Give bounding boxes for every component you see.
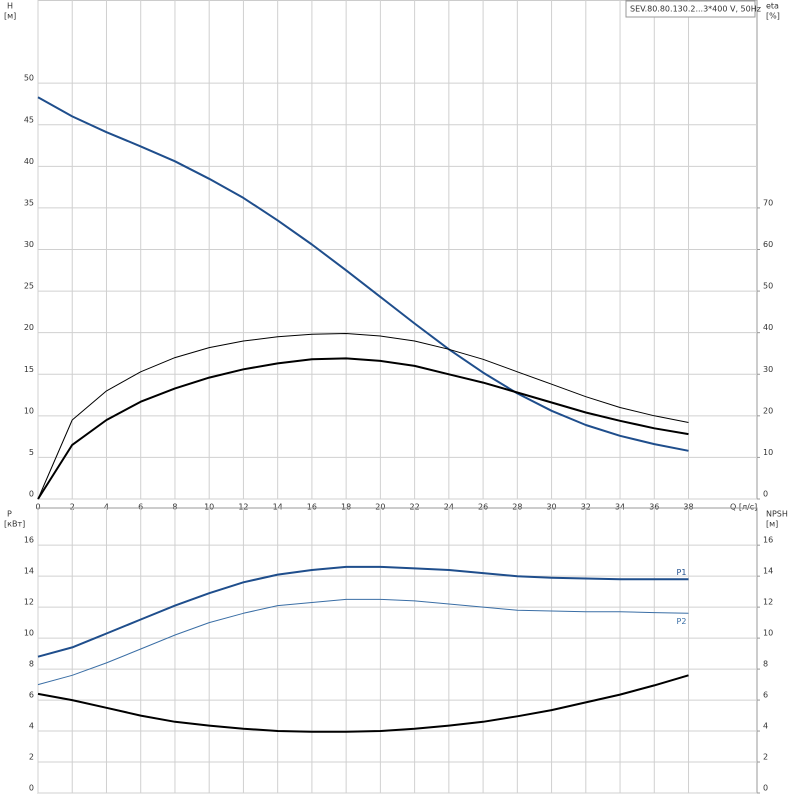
y-tick-label: 5 [29, 448, 34, 457]
y2-tick-label: 0 [763, 490, 768, 499]
y2-tick-label: 0 [763, 784, 768, 793]
x-tick-label: 20 [375, 503, 385, 512]
x-tick-label: 6 [138, 503, 143, 512]
plot-frame [37, 507, 758, 794]
y-tick-label: 16 [24, 536, 34, 545]
y2-tick-label: 40 [763, 323, 773, 332]
x-tick-label: 8 [172, 503, 177, 512]
curve-label: P2 [677, 617, 687, 626]
y2-tick-label: 60 [763, 240, 773, 249]
chart-title: SEV.80.80.130.2...3*400 V, 50Hz [630, 5, 761, 14]
curve [37, 598, 689, 686]
y2-tick-label: 30 [763, 365, 773, 374]
y-tick-label: 35 [24, 198, 34, 207]
x-tick-label: 22 [410, 503, 420, 512]
y-tick-label: 50 [24, 74, 34, 83]
y-tick-label: 40 [24, 157, 34, 166]
x-tick-label: 36 [649, 503, 659, 512]
x-tick-label: 24 [444, 503, 454, 512]
x-tick-label: 34 [615, 503, 625, 512]
y2-axis-unit: [м] [766, 520, 778, 529]
title-box [625, 0, 756, 18]
y2-axis-label: NPSH [766, 510, 788, 519]
y2-tick-label: 10 [763, 629, 773, 638]
y2-axis-label: eta [766, 2, 779, 11]
y-tick-label: 4 [29, 722, 34, 731]
x-tick-label: 4 [104, 503, 109, 512]
y-tick-label: 20 [24, 323, 34, 332]
curve [37, 565, 689, 658]
y-tick-label: 10 [24, 629, 34, 638]
curve [37, 674, 689, 733]
x-axis-label: Q [л/с] [730, 503, 757, 512]
x-tick-label: 2 [70, 503, 75, 512]
x-tick-label: 30 [546, 503, 556, 512]
y2-axis-unit: [%] [766, 12, 780, 21]
y-axis-unit: [м] [4, 12, 16, 21]
x-tick-label: 18 [341, 503, 351, 512]
y-tick-label: 6 [29, 691, 34, 700]
y-axis-label: H [7, 2, 13, 11]
x-tick-label: 12 [238, 503, 248, 512]
x-tick-label: 0 [35, 503, 40, 512]
y-tick-label: 12 [24, 598, 34, 607]
x-tick-label: 28 [512, 503, 522, 512]
x-tick-label: 16 [307, 503, 317, 512]
y-axis-label: P [7, 510, 12, 519]
y2-tick-label: 12 [763, 598, 773, 607]
y-tick-label: 2 [29, 753, 34, 762]
y-tick-label: 0 [29, 490, 34, 499]
y-tick-label: 8 [29, 660, 34, 669]
y-tick-label: 14 [24, 567, 34, 576]
y-tick-label: 0 [29, 784, 34, 793]
y2-tick-label: 2 [763, 753, 768, 762]
y2-tick-label: 4 [763, 722, 768, 731]
x-tick-label: 14 [273, 503, 283, 512]
y-tick-label: 30 [24, 240, 34, 249]
y2-tick-label: 20 [763, 406, 773, 415]
y2-tick-label: 6 [763, 691, 768, 700]
y2-tick-label: 70 [763, 198, 773, 207]
y2-tick-label: 50 [763, 282, 773, 291]
curve [37, 96, 689, 452]
x-tick-label: 26 [478, 503, 488, 512]
y2-tick-label: 16 [763, 536, 773, 545]
curve [37, 333, 689, 500]
curve-label: P1 [677, 568, 687, 577]
y-tick-label: 45 [24, 115, 34, 124]
y-tick-label: 10 [24, 406, 34, 415]
x-tick-label: 38 [683, 503, 693, 512]
y2-tick-label: 10 [763, 448, 773, 457]
x-tick-label: 32 [581, 503, 591, 512]
curve [37, 357, 689, 500]
y2-tick-label: 8 [763, 660, 768, 669]
y-tick-label: 25 [24, 282, 34, 291]
y2-tick-label: 14 [763, 567, 773, 576]
y-axis-unit: [кВт] [4, 520, 25, 529]
y-tick-label: 15 [24, 365, 34, 374]
x-tick-label: 10 [204, 503, 214, 512]
